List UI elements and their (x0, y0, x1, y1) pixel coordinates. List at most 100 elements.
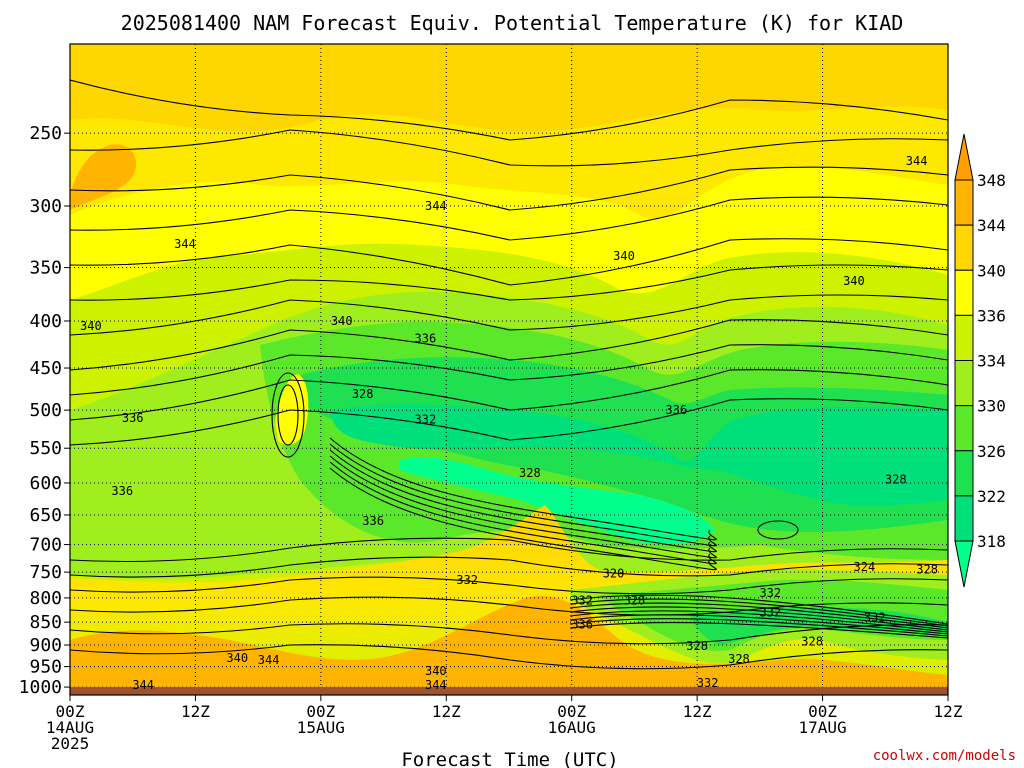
colorbar-label: 336 (977, 306, 1006, 325)
x-tick-label: 15AUG (297, 718, 345, 737)
contour-line (70, 166, 948, 211)
contour-line (70, 398, 948, 446)
contour-line (329, 455, 717, 559)
y-tick-label: 450 (29, 358, 62, 379)
contour-line (70, 576, 948, 595)
contour-label: 328 (885, 473, 907, 487)
y-tick-label: 500 (29, 400, 62, 421)
svg-text:344: 344 (258, 653, 280, 667)
svg-text:340: 340 (226, 651, 248, 665)
colorbar-label: 330 (977, 397, 1006, 416)
svg-text:340: 340 (843, 274, 865, 288)
contour-label: 328 (728, 652, 750, 666)
contour-line (569, 602, 948, 629)
contour-label: 336 (665, 403, 687, 417)
contour-label: 340 (425, 664, 447, 678)
svg-text:344: 344 (132, 678, 154, 692)
contour-line (271, 372, 305, 458)
colorbar-label: 334 (977, 352, 1006, 371)
colorbar: 348 344 340 336 334 330 326 322 318 (954, 133, 1006, 588)
contour-lines (70, 79, 948, 670)
contour-label: 328 (686, 639, 708, 653)
svg-text:324: 324 (854, 560, 876, 574)
svg-text:332: 332 (415, 413, 437, 427)
credit-text: coolwx.com/models (873, 748, 1016, 764)
y-tick-label: 950 (29, 657, 62, 678)
x-axis-label: Forecast Time (UTC) (401, 749, 618, 768)
contour-line (70, 556, 948, 578)
colorbar-extend-bottom (954, 540, 974, 588)
contour-label: 336 (122, 411, 144, 425)
svg-text:328: 328 (885, 473, 907, 487)
colorbar-label: 322 (977, 487, 1006, 506)
contour-line (329, 449, 717, 553)
contour-label: 340 (80, 319, 102, 333)
svg-text:340: 340 (80, 319, 102, 333)
y-tick-label: 800 (29, 588, 62, 609)
contour-label: 324 (854, 560, 876, 574)
svg-text:344: 344 (906, 154, 928, 168)
contour-labels: 344 344 344 340 340 340 340 336 336 336 332 328 328 3… (80, 154, 938, 692)
x-tick-label: 16AUG (548, 718, 596, 737)
svg-text:332: 332 (864, 610, 886, 624)
contour-line (569, 618, 948, 637)
x-tick-label: 17AUG (798, 718, 846, 737)
svg-text:340: 340 (613, 249, 635, 263)
y-tick-label: 300 (29, 196, 62, 217)
svg-text:336: 336 (415, 332, 437, 346)
svg-text:340: 340 (425, 664, 447, 678)
contour-label: 328 (352, 387, 374, 401)
colorbar-label: 348 (977, 171, 1006, 190)
colorbar-label: 326 (977, 442, 1006, 461)
contour-line (70, 129, 948, 167)
contour-label: 344 (174, 237, 196, 251)
contour-line (329, 461, 717, 565)
svg-text:328: 328 (916, 562, 938, 576)
contour-label: 332 (864, 610, 886, 624)
y-tick-label: 750 (29, 562, 62, 583)
contour-label: 332 (697, 676, 719, 690)
x-tick-label: 00Z (808, 702, 837, 721)
svg-text:320: 320 (603, 567, 625, 581)
colorbar-segment (954, 269, 974, 316)
y-tick-label: 600 (29, 473, 62, 494)
contour-label: 328 (916, 562, 938, 576)
colorbar-label: 344 (977, 216, 1006, 235)
contour-label: 336 (111, 484, 133, 498)
ground-bar (70, 687, 948, 695)
y-tick-label: 400 (29, 311, 62, 332)
svg-text:336: 336 (111, 484, 133, 498)
y-tick-label: 250 (29, 123, 62, 144)
contour-line (70, 537, 948, 563)
contour-label: 340 (226, 651, 248, 665)
svg-text:332: 332 (759, 586, 781, 600)
contour-line (569, 606, 948, 631)
contour-line (70, 79, 948, 141)
contour-line (70, 623, 948, 645)
contour-line (329, 467, 717, 571)
x-tick-label: 12Z (934, 702, 963, 721)
contour-line (70, 596, 948, 616)
y-tick-label: 350 (29, 258, 62, 279)
contour-label: 328 (801, 634, 823, 648)
chart-title: 2025081400 NAM Forecast Equiv. Potential… (121, 11, 904, 35)
colorbar-segment (954, 314, 974, 361)
svg-text:336: 336 (571, 617, 593, 631)
svg-text:328: 328 (624, 593, 646, 607)
x-tick-label: 12Z (683, 702, 712, 721)
theta-e-lower-coolest (690, 607, 948, 645)
svg-text:332: 332 (697, 676, 719, 690)
contour-label: 332 (456, 573, 478, 587)
y-axis: 2503003504004505005506006507007508008509… (19, 123, 70, 698)
contour-label: 332 (571, 593, 593, 607)
contour-label: 344 (906, 154, 928, 168)
svg-text:328: 328 (352, 387, 374, 401)
svg-text:328: 328 (728, 652, 750, 666)
colorbar-segment (954, 224, 974, 271)
theta-e-band-322 (330, 404, 948, 506)
y-tick-label: 1000 (19, 677, 62, 698)
contour-label: 332 (759, 586, 781, 600)
contour-label: 336 (415, 332, 437, 346)
